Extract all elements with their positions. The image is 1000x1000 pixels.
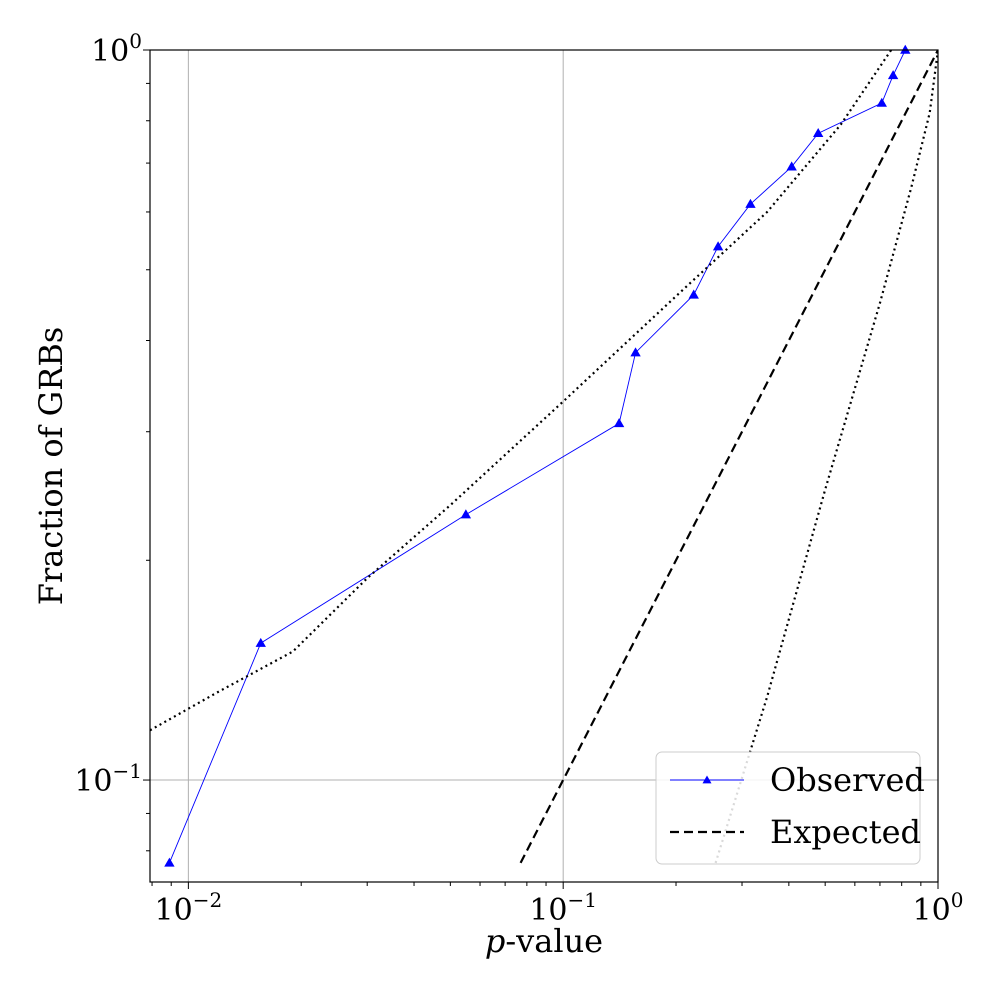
series-marker-0-0 bbox=[164, 857, 175, 867]
y-axis-label: Fraction of GRBs bbox=[32, 327, 70, 606]
ticks: 10−2 10−1 100 10−1 100 bbox=[74, 29, 963, 928]
series-marker-0-9 bbox=[812, 127, 824, 138]
series-marker-0-7 bbox=[745, 198, 756, 208]
series-marker-0-4 bbox=[630, 347, 641, 357]
x-axis-label: p-value bbox=[485, 922, 603, 960]
series-marker-0-2 bbox=[460, 509, 472, 519]
plot-frame bbox=[149, 49, 939, 883]
x-tick-label-1: 10−1 bbox=[529, 888, 597, 928]
series-marker-0-11 bbox=[887, 70, 899, 80]
legend-marker-0 bbox=[702, 775, 712, 784]
y-tick-label-0: 10−1 bbox=[74, 759, 142, 799]
series-marker-0-3 bbox=[613, 418, 625, 428]
series-line-1 bbox=[519, 50, 938, 864]
y-tick-label-1: 100 bbox=[91, 29, 142, 69]
series-layer bbox=[150, 44, 938, 867]
series-line-3 bbox=[714, 50, 938, 864]
series-marker-0-5 bbox=[688, 289, 699, 299]
series-marker-0-10 bbox=[876, 97, 887, 107]
series-marker-0-1 bbox=[255, 637, 266, 647]
series-marker-0-8 bbox=[786, 161, 797, 171]
x-tick-label-0: 10−2 bbox=[155, 888, 223, 928]
legend-label-0: Observed bbox=[770, 761, 925, 799]
legend-label-1: Expected bbox=[770, 813, 921, 851]
legend: Observed Expected bbox=[655, 751, 925, 865]
series-marker-0-6 bbox=[712, 241, 724, 251]
x-tick-label-2: 100 bbox=[913, 888, 964, 928]
x-axis-label-italic: p bbox=[485, 922, 505, 960]
x-axis-label-rest: -value bbox=[505, 922, 603, 960]
